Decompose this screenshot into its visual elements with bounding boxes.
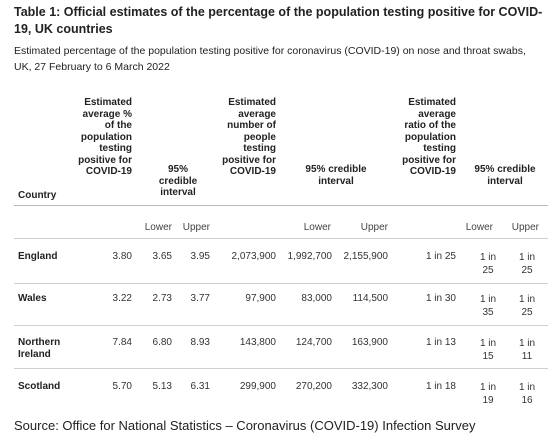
subheader-divider — [14, 238, 548, 239]
cell-pct-lower: 5.13 — [152, 381, 172, 392]
cell-num: 143,800 — [239, 337, 276, 348]
subheader-num-lower: Lower — [303, 222, 331, 233]
cell-ratio-upper: 1 in 11 — [518, 338, 536, 362]
cell-num-upper: 2,155,900 — [343, 251, 389, 262]
cell-ratio-upper: 1 in 25 — [518, 294, 536, 318]
subheader-ratio-lower: Lower — [465, 222, 493, 233]
cell-pct: 7.84 — [112, 337, 132, 348]
header-divider — [14, 205, 548, 206]
header-ratio: Estimated average ratio of the populatio… — [402, 97, 456, 177]
row-country: England — [18, 251, 58, 262]
cell-ratio-lower: 1 in 15 — [479, 338, 497, 362]
cell-num-upper: 114,500 — [352, 293, 388, 304]
table-title: Table 1: Official estimates of the perce… — [14, 5, 543, 36]
subheader-pct-upper: Upper — [182, 222, 210, 233]
cell-pct-lower: 3.65 — [152, 251, 172, 262]
header-num-ci: 95% credible interval — [305, 164, 367, 187]
cell-ratio: 1 in 25 — [425, 251, 456, 262]
cell-num-lower: 124,700 — [295, 337, 332, 348]
cell-ratio-upper: 1 in 16 — [518, 382, 536, 406]
header-pct: Estimated average % of the population te… — [78, 97, 132, 177]
cell-num-lower: 270,200 — [295, 381, 332, 392]
cell-ratio: 1 in 18 — [425, 381, 456, 392]
cell-pct: 3.22 — [112, 293, 132, 304]
cell-pct: 5.70 — [112, 381, 132, 392]
subheader-ratio-upper: Upper — [511, 222, 539, 233]
cell-pct-upper: 8.93 — [190, 337, 210, 348]
cell-ratio-lower: 1 in 35 — [479, 294, 497, 318]
cell-num: 97,900 — [245, 293, 276, 304]
row-country: Scotland — [18, 381, 61, 392]
row-divider — [14, 368, 548, 369]
cell-num-lower: 1,992,700 — [287, 251, 333, 262]
header-num: Estimated average number of people testi… — [222, 97, 276, 177]
cell-num: 299,900 — [239, 381, 276, 392]
cell-ratio-lower: 1 in 19 — [479, 382, 497, 406]
cell-pct: 3.80 — [112, 251, 132, 262]
header-country: Country — [18, 190, 57, 201]
source-note: Source: Office for National Statistics –… — [14, 418, 476, 433]
cell-ratio: 1 in 30 — [425, 293, 456, 304]
cell-ratio-upper: 1 in 25 — [518, 252, 536, 276]
cell-num-upper: 163,900 — [351, 337, 388, 348]
cell-num-lower: 83,000 — [301, 293, 332, 304]
header-pct-ci: 95% credible interval — [158, 164, 198, 198]
cell-pct-lower: 2.73 — [152, 293, 172, 304]
table-subtitle: Estimated percentage of the population t… — [14, 45, 526, 73]
subheader-pct-lower: Lower — [144, 222, 172, 233]
row-divider — [14, 325, 548, 326]
header-ratio-ci: 95% credible interval — [474, 164, 536, 187]
cell-pct-upper: 6.31 — [190, 381, 210, 392]
row-country: Wales — [18, 293, 47, 304]
row-country: Northern Ireland — [18, 337, 61, 360]
cell-pct-lower: 6.80 — [152, 337, 172, 348]
cell-pct-upper: 3.77 — [190, 293, 210, 304]
row-divider — [14, 283, 548, 284]
cell-num: 2,073,900 — [231, 251, 277, 262]
subheader-num-upper: Upper — [360, 222, 388, 233]
cell-ratio: 1 in 13 — [425, 337, 456, 348]
cell-ratio-lower: 1 in 25 — [479, 252, 497, 276]
cell-pct-upper: 3.95 — [190, 251, 210, 262]
cell-num-upper: 332,300 — [351, 381, 388, 392]
